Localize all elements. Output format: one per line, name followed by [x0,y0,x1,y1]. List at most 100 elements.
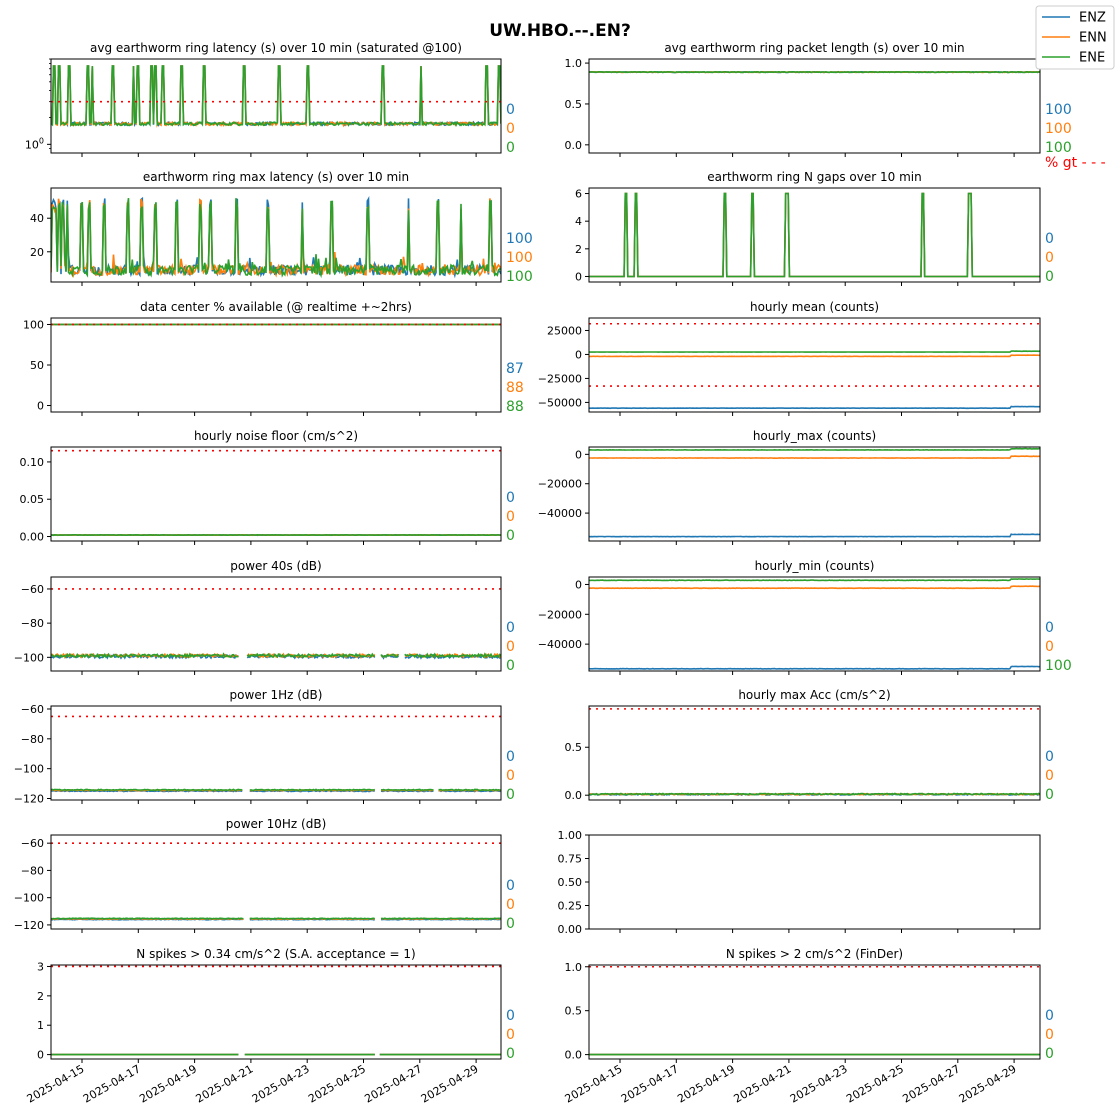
pct-label-enz: 100 [1045,102,1072,118]
panel-title: hourly noise floor (cm/s^2) [194,429,358,443]
y-tick-label: −60 [21,837,44,850]
y-tick-label: −60 [21,703,44,716]
panel-title: hourly_min (counts) [755,559,875,573]
series-line-ene [51,788,501,792]
panel-frame [588,58,1041,154]
y-tick-label: −20000 [538,478,582,491]
x-tick-label: 2025-04-17 [81,1062,143,1105]
pct-label-enn: 0 [1045,250,1054,266]
panel-title: earthworm ring N gaps over 10 min [707,170,921,184]
pct-label-enz: 0 [506,102,515,118]
pct-label-enn: 0 [506,639,515,655]
panel-series [589,792,1040,796]
panel-title: hourly mean (counts) [750,300,879,314]
pct-label-ene: 0 [1045,1046,1054,1062]
legend-entry-enn: ENN [1042,31,1107,46]
series-line-ene [589,192,1040,278]
panel-series [589,70,1040,74]
legend-label-enn: ENN [1079,31,1107,46]
y-tick-label: 0.5 [565,741,583,754]
legend: ENZ ENN ENE [1035,5,1115,70]
panel-title: avg earthworm ring latency (s) over 10 m… [90,41,462,55]
y-tick-label: −100 [14,763,44,776]
series-line-ene [51,652,501,659]
pct-label-ene: 100 [1045,140,1072,156]
panel-frame [588,964,1041,1060]
y-tick-label: −40000 [538,638,582,651]
y-tick-label: 100 [23,318,44,331]
panel-title: data center % available (@ realtime +~2h… [140,300,412,314]
panel-series [51,788,501,793]
y-tick-label: 0.0 [565,139,583,152]
y-tick-label: 20 [30,246,44,259]
panel-frame [588,705,1041,801]
panel-4: earthworm ring N gaps over 10 min 0 2 4 6 0 0 0 [575,170,1054,286]
pct-label-ene: 0 [506,1046,515,1062]
series-line-ene [51,65,501,128]
series-line-ene [589,350,1040,353]
pct-label-ene: 88 [506,399,524,415]
pct-label-ene: 0 [506,140,515,156]
y-tick-label: 40 [30,212,44,225]
panel-13: power 10Hz (dB) −120 −100 −80 −60 0 0 0 [14,817,515,933]
panel-title: power 1Hz (dB) [230,688,323,702]
pct-label-enn: 0 [506,1027,515,1043]
y-tick-label: 0.25 [558,900,583,913]
y-tick-label: −120 [14,793,44,806]
y-tick-label: 0.50 [558,876,583,889]
series-line-enz [51,195,501,279]
panel-frame [50,317,502,413]
pct-label-ene: 100 [1045,658,1072,674]
series-line-ene [589,70,1040,74]
y-tick-label: −100 [14,892,44,905]
y-tick-label: 25000 [547,324,582,337]
y-tick-label: 2 [575,243,582,256]
pct-label-enz: 0 [1045,1008,1054,1024]
x-tick-label: 2025-04-21 [194,1062,256,1105]
y-tick-label: 0 [37,400,44,413]
y-tick-label: 0.5 [565,98,583,111]
pct-label-enz: 100 [506,231,533,247]
pct-label-ene: 100 [506,269,533,285]
panel-16: N spikes > 2 cm/s^2 (FinDer) 0.0 0.5 1.0 202… [563,947,1054,1106]
x-tick-label: 2025-04-23 [250,1062,312,1105]
panel-frame [588,317,1041,413]
panel-10: hourly_min (counts) −40000 −20000 0 0 0 100 [538,559,1072,675]
pct-label-ene: 0 [506,528,515,544]
pct-label-enz: 0 [1045,749,1054,765]
panel-title: earthworm ring max latency (s) over 10 m… [143,170,409,184]
pct-label-enz: 0 [506,620,515,636]
panel-9: power 40s (dB) −100 −80 −60 0 0 0 [14,559,515,675]
pct-label-enn: 0 [506,121,515,137]
panel-frame [588,834,1041,930]
legend-entry-enz: ENZ [1042,11,1106,26]
y-tick-label: 0 [575,448,582,461]
series-line-enn [51,65,501,128]
panel-frame [588,446,1041,542]
y-tick-label: −60 [21,583,44,596]
pct-label-enz: 0 [506,490,515,506]
panel-frame [50,446,502,542]
panel-series [51,195,501,279]
y-tick-label: 1.0 [565,961,583,974]
series-line-enz [589,405,1040,410]
y-tick-label: −80 [21,864,44,877]
x-tick-label: 2025-04-25 [844,1062,906,1105]
series-line-enn [51,198,501,279]
y-tick-label: −40000 [538,507,582,520]
panel-15: N spikes > 0.34 cm/s^2 (S.A. acceptance … [25,947,515,1106]
panel-8: hourly_max (counts) −40000 −20000 0 [538,429,1041,545]
panel-title: N spikes > 0.34 cm/s^2 (S.A. acceptance … [136,947,415,961]
y-tick-label: 0.0 [565,1049,583,1062]
pct-label-ene: 0 [1045,787,1054,803]
panel-series [51,65,501,128]
y-tick-label: 4 [575,215,582,228]
y-tick-label: 0.5 [565,1005,583,1018]
pct-label-ene: 0 [506,787,515,803]
panels: avg earthworm ring latency (s) over 10 m… [14,41,1106,1106]
y-tick-label: −25000 [538,372,582,385]
series-line-enz [51,65,501,128]
x-tick-label: 2025-04-17 [619,1062,681,1105]
legend-entry-ene: ENE [1042,51,1105,66]
